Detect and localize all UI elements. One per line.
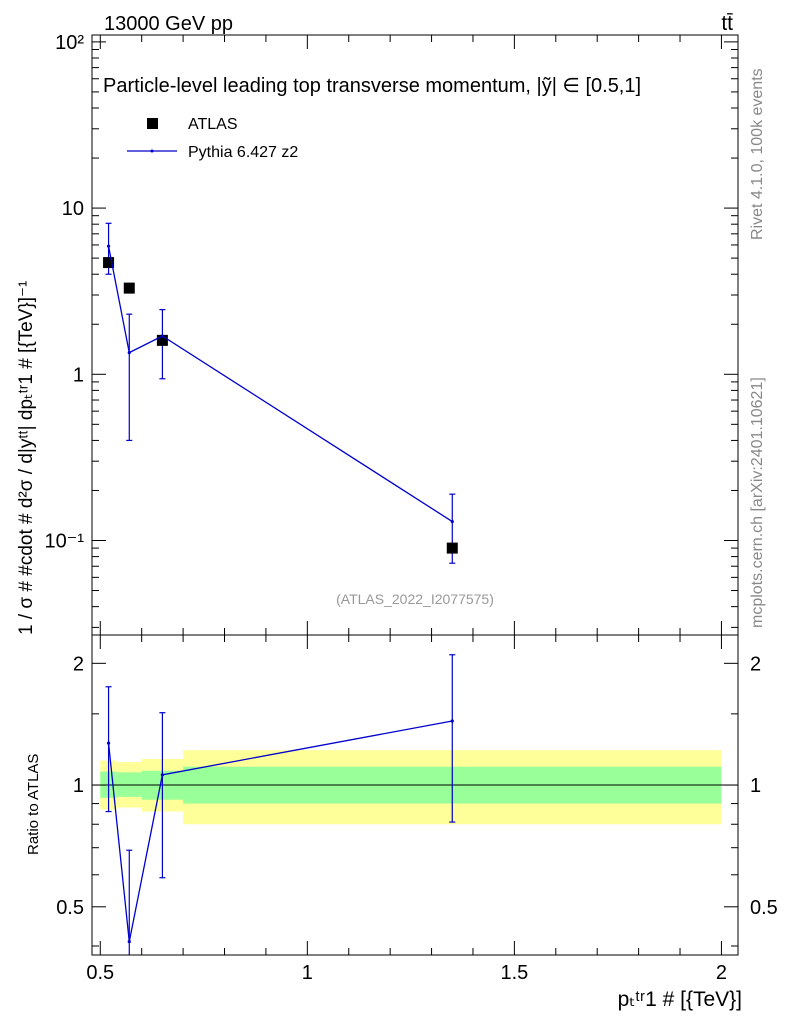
ratio-y-tick-label-left: 0.5 xyxy=(56,897,84,919)
energy-label: 13000 GeV pp xyxy=(104,13,233,35)
ratio-point xyxy=(127,940,131,944)
pythia-point xyxy=(127,351,131,355)
atlas-point xyxy=(123,282,135,294)
atlas-point xyxy=(446,542,458,554)
ratio-ylabel: Ratio to ATLAS xyxy=(25,754,42,855)
ratio-y-tick-label-left: 1 xyxy=(73,775,84,797)
main-ylabel: 1 / σ # #cdot # d²σ / d|yᵗᵗ| dpₜᵗʳ1 # [{… xyxy=(16,281,37,635)
x-tick-label: 1.5 xyxy=(500,962,528,984)
ratio-line xyxy=(107,720,453,942)
process-label: tt̄ xyxy=(721,12,733,35)
x-tick-label: 2 xyxy=(716,962,727,984)
pythia-line xyxy=(107,246,453,523)
ratio-y-tick-label-right: 2 xyxy=(750,653,761,675)
ratio-ticks: 0.5 0.5 1 1 2 2 0.5 1 1.5 2 xyxy=(56,635,778,984)
main-panel: 10⁻¹ 1 10 10² Particle-level leading top tr… xyxy=(16,32,739,636)
x-tick-label: 1 xyxy=(302,962,313,984)
main-y-tick-label: 10² xyxy=(55,32,84,54)
ratio-y-tick-label-left: 2 xyxy=(73,653,84,675)
main-y-tick-label: 10⁻¹ xyxy=(45,530,85,552)
main-title: Particle-level leading top transverse mo… xyxy=(103,75,641,97)
ratio-frame xyxy=(91,634,739,956)
atlas-point xyxy=(156,334,168,346)
ratio-point xyxy=(450,719,454,723)
main-y-tick-label: 10 xyxy=(62,198,84,220)
pythia-point xyxy=(106,244,111,248)
ratio-point xyxy=(160,773,164,777)
ratio-y-tick-label-right: 0.5 xyxy=(750,897,778,919)
main-marks xyxy=(103,222,458,564)
pythia-point xyxy=(160,334,164,338)
legend-atlas-marker xyxy=(147,118,158,129)
pythia-point xyxy=(450,519,454,524)
source-label: mcplots.cern.ch [arXiv:2401.10621] xyxy=(749,377,766,628)
x-tick-label: 0.5 xyxy=(86,962,114,984)
ratio-point xyxy=(106,741,111,745)
ratio-bands xyxy=(100,750,722,825)
ratio-panel: 0.5 0.5 1 1 2 2 0.5 1 1.5 2 Ratio to ATLAS pₜᵗʳ1 … xyxy=(25,634,778,1011)
ratio-marks xyxy=(105,654,456,955)
main-ticks: 10⁻¹ 1 10 10² xyxy=(45,32,738,635)
ratio-y-tick-label-right: 1 xyxy=(750,775,761,797)
main-y-tick-label: 1 xyxy=(73,364,84,386)
legend-pythia-label: Pythia 6.427 z2 xyxy=(188,144,298,161)
main-watermark: (ATLAS_2022_I2077575) xyxy=(336,591,494,607)
x-axis-label: pₜᵗʳ1 # [{TeV}] xyxy=(618,988,742,1011)
legend-atlas-label: ATLAS xyxy=(188,116,238,133)
legend-pythia-dot xyxy=(150,149,154,153)
rivet-label: Rivet 4.1.0, 100k events xyxy=(749,68,766,240)
atlas-point xyxy=(103,257,115,269)
